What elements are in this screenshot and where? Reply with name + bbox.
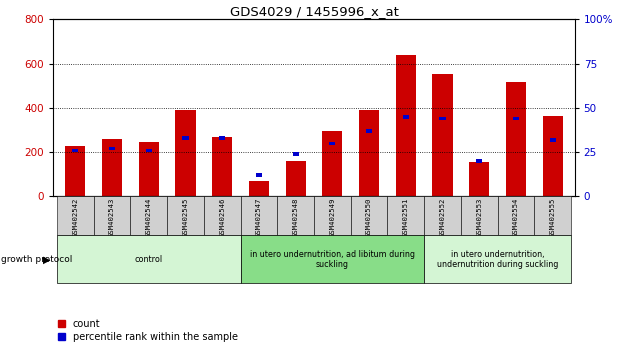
Bar bbox=[396, 55, 416, 196]
Bar bbox=[183, 136, 188, 140]
Text: GSM402549: GSM402549 bbox=[329, 198, 335, 237]
Text: GSM402548: GSM402548 bbox=[293, 198, 299, 237]
Bar bbox=[109, 147, 115, 150]
Bar bbox=[167, 196, 204, 235]
Text: GSM402546: GSM402546 bbox=[219, 198, 225, 237]
Text: in utero undernutrition,
undernutrition during suckling: in utero undernutrition, undernutrition … bbox=[437, 250, 558, 269]
Bar bbox=[350, 196, 387, 235]
Bar bbox=[256, 173, 262, 177]
Bar bbox=[424, 235, 571, 283]
Bar bbox=[212, 137, 232, 196]
Bar bbox=[322, 131, 342, 196]
Text: GSM402547: GSM402547 bbox=[256, 198, 262, 237]
Bar bbox=[139, 142, 159, 196]
Bar bbox=[550, 138, 556, 142]
Bar bbox=[249, 181, 269, 196]
Bar bbox=[57, 196, 94, 235]
Bar bbox=[469, 162, 489, 196]
Bar bbox=[534, 196, 571, 235]
Bar bbox=[440, 117, 445, 120]
Bar bbox=[476, 159, 482, 163]
Text: GSM402550: GSM402550 bbox=[366, 198, 372, 237]
Bar bbox=[314, 196, 350, 235]
Bar bbox=[433, 74, 453, 196]
Bar bbox=[65, 145, 85, 196]
Text: GSM402543: GSM402543 bbox=[109, 198, 115, 237]
Bar bbox=[175, 109, 195, 196]
Text: growth protocol: growth protocol bbox=[1, 255, 72, 264]
Bar bbox=[387, 196, 424, 235]
Bar bbox=[204, 196, 241, 235]
Bar bbox=[146, 149, 152, 152]
Text: GSM402544: GSM402544 bbox=[146, 198, 152, 237]
Bar bbox=[497, 196, 534, 235]
Bar bbox=[543, 116, 563, 196]
Bar bbox=[94, 196, 131, 235]
Bar bbox=[241, 235, 424, 283]
Bar bbox=[424, 196, 461, 235]
Bar bbox=[329, 142, 335, 145]
Bar bbox=[513, 117, 519, 120]
Bar bbox=[72, 149, 78, 152]
Text: control: control bbox=[135, 255, 163, 264]
Title: GDS4029 / 1455996_x_at: GDS4029 / 1455996_x_at bbox=[230, 5, 398, 18]
Text: ▶: ▶ bbox=[43, 254, 50, 264]
Bar bbox=[102, 139, 122, 196]
Text: GSM402551: GSM402551 bbox=[403, 198, 409, 237]
Bar bbox=[219, 136, 225, 140]
Bar bbox=[293, 152, 299, 156]
Bar bbox=[241, 196, 278, 235]
Bar bbox=[359, 109, 379, 196]
Text: in utero undernutrition, ad libitum during
suckling: in utero undernutrition, ad libitum duri… bbox=[250, 250, 415, 269]
Legend: count, percentile rank within the sample: count, percentile rank within the sample bbox=[58, 319, 238, 342]
Text: GSM402555: GSM402555 bbox=[550, 198, 556, 237]
Bar bbox=[131, 196, 167, 235]
Text: GSM402542: GSM402542 bbox=[72, 198, 78, 237]
Text: GSM402553: GSM402553 bbox=[476, 198, 482, 237]
Text: GSM402545: GSM402545 bbox=[183, 198, 188, 237]
Bar bbox=[506, 82, 526, 196]
Bar bbox=[461, 196, 497, 235]
Bar bbox=[403, 115, 409, 119]
Bar bbox=[57, 235, 241, 283]
Text: GSM402554: GSM402554 bbox=[513, 198, 519, 237]
Bar bbox=[286, 161, 306, 196]
Text: GSM402552: GSM402552 bbox=[440, 198, 445, 237]
Bar bbox=[278, 196, 314, 235]
Bar bbox=[366, 129, 372, 133]
